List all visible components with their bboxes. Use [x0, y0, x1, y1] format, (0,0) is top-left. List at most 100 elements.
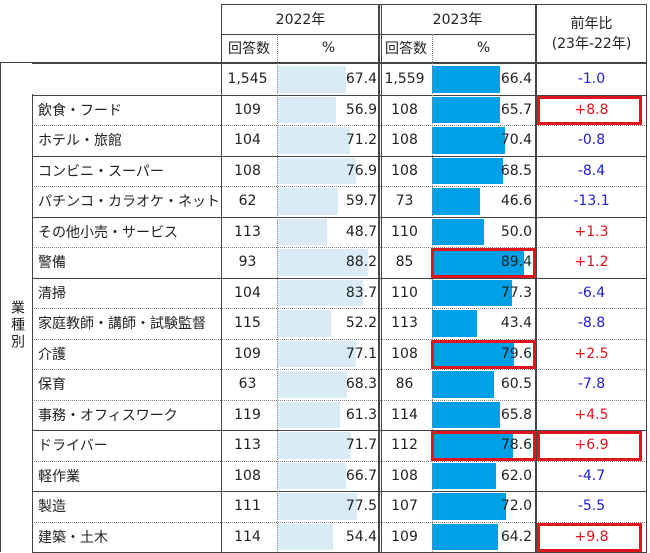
- row-label: コンビニ・スーパー: [38, 163, 164, 180]
- header-2022: 2022年: [275, 12, 326, 28]
- count-2023: 1,559: [384, 71, 425, 88]
- grid-line: [537, 4, 647, 5]
- count-2022: 111: [234, 498, 261, 515]
- count-2022: 114: [234, 528, 261, 545]
- change-value: -7.8: [577, 376, 606, 393]
- bar-2023: [432, 310, 477, 337]
- pct-2022: 56.9: [345, 101, 377, 118]
- row-label: 事務・オフィスワーク: [38, 407, 178, 424]
- pct-2022: 83.7: [345, 284, 377, 301]
- bar-2022: [277, 66, 346, 93]
- count-2022: 109: [234, 101, 261, 118]
- highlight-2023: [431, 248, 536, 278]
- grid-line: [535, 4, 537, 552]
- grid-line: [32, 522, 647, 523]
- count-2023: 108: [391, 467, 418, 484]
- pct-2022: 77.1: [345, 345, 377, 362]
- count-2023: 86: [395, 376, 414, 393]
- change-value: -13.1: [573, 193, 610, 210]
- pct-2023: 78.6: [500, 437, 532, 454]
- pct-2023: 70.4: [500, 132, 532, 149]
- count-2022: 113: [234, 437, 261, 454]
- bar-2022: [277, 218, 327, 245]
- pct-2023: 43.4: [500, 315, 532, 332]
- grid-line: [32, 430, 647, 431]
- row-label: パチンコ・カラオケ・ネットカフェ: [38, 194, 221, 211]
- highlight-change: [537, 431, 642, 461]
- bar-2023: [432, 157, 503, 184]
- pct-2023: 72.0: [500, 498, 532, 515]
- grid-line: [32, 339, 647, 340]
- grid-line: [277, 34, 278, 552]
- grid-line: [221, 4, 222, 552]
- bar-2023: [432, 523, 498, 550]
- grid-line: [32, 400, 647, 401]
- change-value: +1.2: [574, 254, 609, 271]
- grid-line: [0, 62, 647, 63]
- highlight-change: [537, 95, 642, 125]
- pct-2023: 65.7: [500, 101, 532, 118]
- grid-line: [432, 34, 433, 552]
- header-count-2022: 回答数: [228, 41, 270, 57]
- change-value: -1.0: [577, 71, 606, 88]
- row-label: 建築・土木: [38, 529, 108, 546]
- pct-2022: 71.7: [345, 437, 377, 454]
- side-label: 業種別: [9, 299, 25, 351]
- bar-2022: [277, 401, 340, 428]
- count-2022: 1,545: [227, 71, 268, 88]
- row-label: ドライバー: [38, 438, 108, 455]
- count-2022: 104: [234, 132, 261, 149]
- pct-2023: 46.6: [500, 193, 532, 210]
- pct-2022: 77.5: [345, 498, 377, 515]
- bar-2023: [432, 188, 480, 215]
- grid-line: [32, 461, 647, 462]
- count-2023: 112: [391, 437, 418, 454]
- row-label: 製造: [38, 499, 66, 516]
- row-label: 軽作業: [38, 468, 80, 485]
- pct-2022: 67.4: [345, 71, 377, 88]
- pct-2022: 59.7: [345, 193, 377, 210]
- pct-2022: 61.3: [345, 406, 377, 423]
- row-label: 清掃: [38, 285, 66, 302]
- pct-2023: 50.0: [500, 223, 532, 240]
- pct-2023: 79.6: [500, 345, 532, 362]
- count-2022: 108: [234, 467, 261, 484]
- highlight-2023: [431, 431, 536, 461]
- grid-line: [32, 491, 647, 492]
- grid-line: [378, 4, 380, 552]
- count-2023: 108: [391, 101, 418, 118]
- count-2022: 119: [234, 406, 261, 423]
- grid-line: [32, 186, 647, 187]
- count-2022: 109: [234, 345, 261, 362]
- pct-2022: 48.7: [345, 223, 377, 240]
- count-2022: 104: [234, 284, 261, 301]
- grid-line: [381, 4, 382, 552]
- change-value: +2.5: [574, 345, 609, 362]
- count-2022: 115: [234, 315, 261, 332]
- count-2023: 110: [391, 223, 418, 240]
- grid-line: [32, 247, 647, 248]
- bar-2022: [277, 523, 333, 550]
- pct-2022: 76.9: [345, 162, 377, 179]
- bar-2023: [432, 401, 500, 428]
- bar-2023: [432, 493, 506, 520]
- row-label: 保育: [38, 377, 66, 394]
- change-value: -5.5: [577, 498, 606, 515]
- count-2023: 109: [391, 528, 418, 545]
- count-2023: 73: [395, 193, 414, 210]
- header-pct-2023: %: [476, 40, 491, 56]
- bar-2022: [277, 371, 347, 398]
- bar-2023: [432, 462, 496, 489]
- row-label: 家庭教師・講師・試験監督: [38, 316, 206, 333]
- grid-line: [32, 278, 647, 279]
- bar-2023: [432, 432, 513, 459]
- highlight-2023: [431, 339, 536, 369]
- grid-line: [221, 4, 647, 5]
- change-value: +4.5: [574, 406, 609, 423]
- pct-2022: 68.3: [345, 376, 377, 393]
- grid-line: [32, 94, 33, 552]
- count-2022: 93: [238, 254, 257, 271]
- count-2023: 85: [395, 254, 414, 271]
- bar-2023: [432, 279, 512, 306]
- bar-2022: [277, 96, 336, 123]
